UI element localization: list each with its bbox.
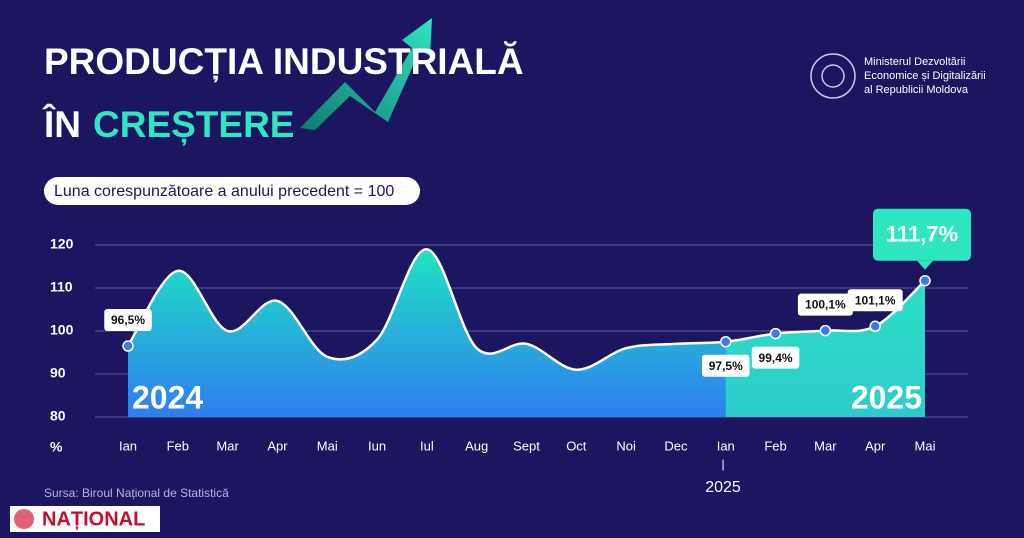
value-label-pointer (917, 260, 933, 270)
value-label: 100,1% (805, 298, 846, 312)
x-tick-label: Dec (664, 438, 688, 453)
x-tick-label: Aug (465, 438, 488, 453)
y-tick-label: 120 (50, 236, 74, 252)
value-label-box (873, 208, 971, 261)
publisher: al Republicii Moldova (864, 84, 969, 96)
x-tick-label: Mar (814, 438, 837, 453)
publisher: Economice și Digitalizării (864, 70, 986, 82)
emblem (821, 64, 845, 88)
x-tick-label: Mai (915, 438, 936, 453)
subtitle: Luna corespunzătoare a anului precedent … (54, 183, 394, 200)
value-label-box (104, 309, 152, 332)
value-label-box (797, 293, 853, 316)
value-label-box (702, 354, 750, 377)
x-tick-label: Apr (865, 438, 886, 453)
point (819, 324, 832, 337)
x-tick-label: Apr (267, 438, 288, 453)
y-tick-label: 100 (50, 322, 74, 338)
x-tick-label: Ian (119, 438, 137, 453)
y-tick-label: 110 (50, 279, 73, 295)
year-axis-label: 2025 (705, 479, 741, 496)
value-label: 96,5% (111, 313, 145, 327)
value-label: 101,1% (855, 293, 896, 307)
x-tick-label: Mai (317, 438, 338, 453)
x-tick-label: Iul (420, 438, 434, 453)
value-label-box (847, 289, 903, 312)
x-tick-label: Ian (717, 438, 735, 453)
x-tick-label: Noi (616, 438, 636, 453)
title-highlight: CREȘTERE (93, 104, 294, 145)
y-tick-label: 80 (50, 408, 66, 424)
value-label: 97,5% (709, 359, 743, 373)
watermark-icon (14, 509, 34, 529)
y-tick-label: 90 (50, 365, 66, 381)
x-tick-label: Iun (368, 438, 386, 453)
year-label: 2025 (851, 379, 922, 415)
title: ÎN CREȘTERE (42, 103, 294, 145)
year-divider: | (721, 457, 724, 471)
x-tick-label: Oct (566, 438, 587, 453)
publisher: Ministerul Dezvoltării (864, 56, 965, 68)
subtitle-pill (44, 177, 420, 205)
y-unit: % (50, 439, 63, 455)
plot: 80 90 100 110 120 Ian Feb Mar Apr Mai Iun Iul Aug Sep… (50, 208, 971, 453)
year-label: 2024 (132, 379, 203, 415)
source: Sursa: Biroul Național de Statistică (44, 486, 229, 500)
x-tick-label: Mar (216, 438, 239, 453)
x-tick-label: Sept (513, 438, 540, 453)
point (769, 327, 782, 340)
point (122, 340, 134, 352)
x-tick-label: Feb (167, 438, 189, 453)
title-part: ÎN (42, 103, 81, 145)
emblem (810, 53, 856, 99)
point (919, 274, 931, 287)
point (869, 320, 881, 333)
watermark-box (10, 506, 160, 532)
value-label: 99,4% (759, 351, 793, 365)
arrow-icon (300, 18, 432, 130)
watermark: NAȚIONAL (42, 508, 145, 530)
point (720, 336, 732, 348)
value-label: 111,7% (886, 222, 958, 247)
x-tick-label: Feb (764, 438, 786, 453)
title: PRODUCȚIA INDUSTRIALĂ (44, 41, 524, 83)
value-label-box (751, 346, 800, 369)
